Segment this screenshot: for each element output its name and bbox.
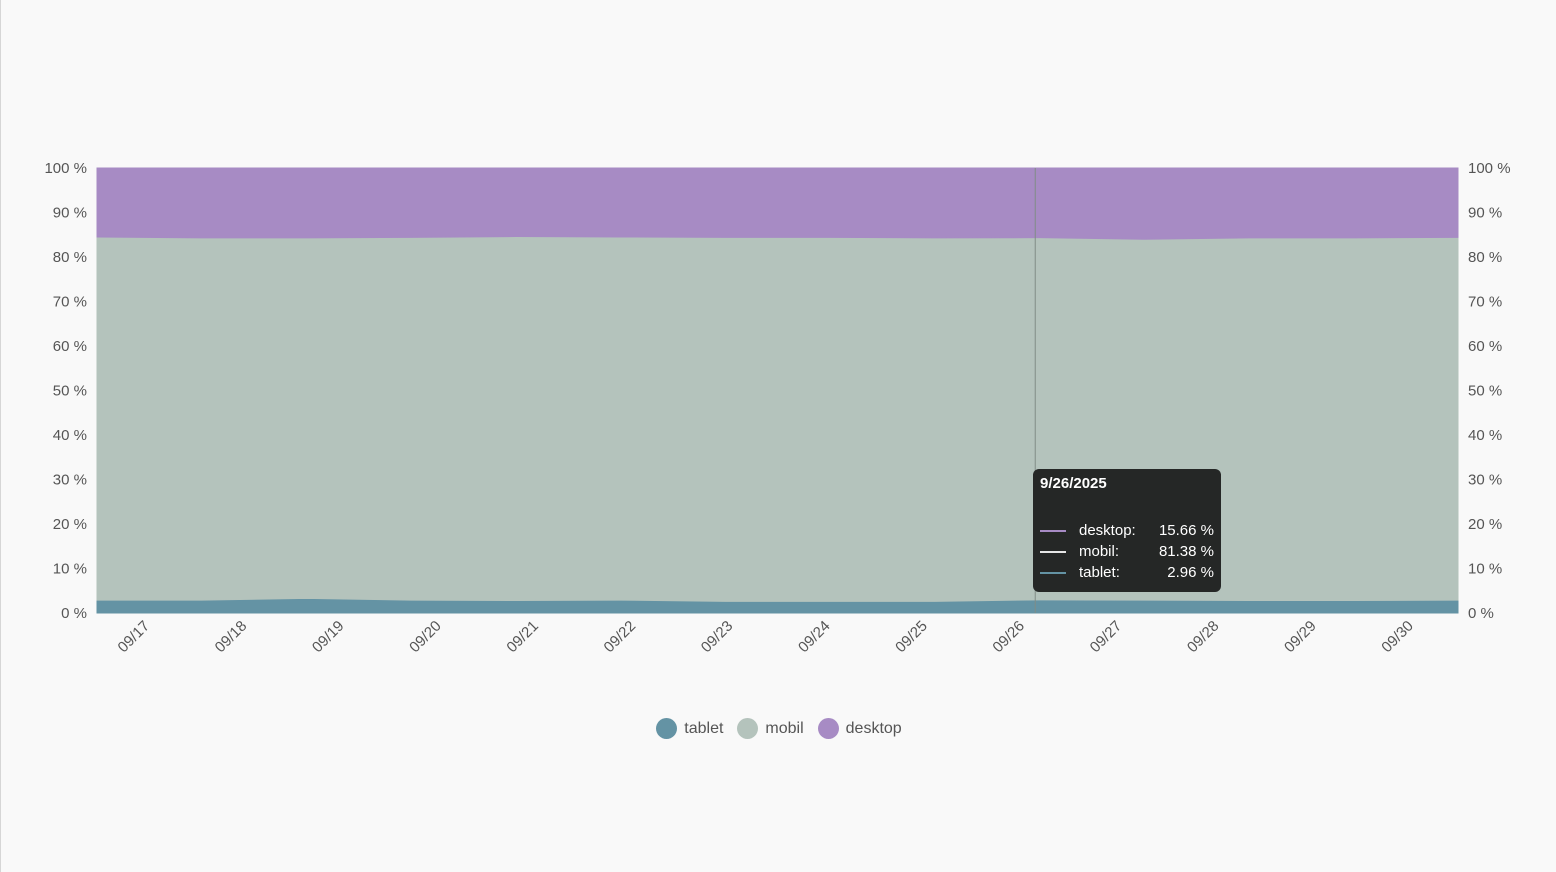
y-tick-right: 50 % (1468, 383, 1502, 400)
chart-tooltip: 9/26/2025 desktop: 15.66 % mobil: 81.38 … (1033, 469, 1221, 592)
y-tick-right: 20 % (1468, 516, 1502, 533)
y-tick-left: 70 % (53, 294, 87, 311)
tooltip-swatch-mobil (1040, 550, 1066, 553)
x-tick-label: 09/30 (1378, 618, 1417, 657)
y-tick-left: 0 % (61, 605, 87, 622)
y-tick-right: 10 % (1468, 561, 1502, 578)
area-series-desktop (96, 167, 1459, 240)
tooltip-row-mobil: mobil: 81.38 % (1040, 541, 1214, 562)
y-tick-left: 30 % (53, 472, 87, 489)
y-tick-right: 40 % (1468, 427, 1502, 444)
x-tick-label: 09/28 (1184, 618, 1223, 657)
y-tick-left: 20 % (53, 516, 87, 533)
tooltip-row-desktop: desktop: 15.66 % (1040, 520, 1214, 541)
x-tick-label: 09/24 (795, 618, 834, 657)
x-tick-label: 09/25 (892, 618, 931, 657)
x-tick-label: 09/19 (309, 618, 348, 657)
tooltip-row-tablet: tablet: 2.96 % (1040, 562, 1214, 583)
y-tick-left: 90 % (53, 205, 87, 222)
area-series-mobil (96, 236, 1459, 602)
y-tick-right: 100 % (1468, 160, 1511, 177)
y-tick-left: 100 % (44, 160, 87, 177)
y-tick-right: 0 % (1468, 605, 1494, 622)
x-tick-label: 09/18 (212, 618, 251, 657)
x-tick-label: 09/26 (989, 618, 1028, 657)
y-tick-left: 80 % (53, 249, 87, 266)
x-tick-label: 09/20 (406, 618, 445, 657)
y-tick-left: 40 % (53, 427, 87, 444)
legend-label-tablet: tablet (684, 719, 724, 737)
x-tick-label: 09/27 (1087, 618, 1126, 657)
x-tick-label: 09/22 (601, 618, 640, 657)
legend-label-desktop: desktop (845, 719, 902, 737)
legend-item-tablet[interactable]: tablet (656, 718, 723, 739)
y-tick-right: 90 % (1468, 205, 1502, 222)
tooltip-swatch-tablet (1040, 571, 1066, 574)
x-tick-label: 09/23 (698, 618, 737, 657)
tooltip-value-mobil: 81.38 % (1158, 543, 1214, 560)
y-tick-left: 10 % (53, 561, 87, 578)
legend-item-mobil[interactable]: mobil (737, 718, 804, 739)
tooltip-swatch-desktop (1040, 529, 1066, 532)
tooltip-value-desktop: 15.66 % (1158, 522, 1214, 539)
tooltip-label-mobil: mobil: (1079, 543, 1120, 560)
tooltip-label-desktop: desktop: (1079, 522, 1136, 539)
legend-dot-tablet (656, 718, 678, 739)
y-tick-right: 70 % (1468, 294, 1502, 311)
chart-legend: tablet mobil desktop (1, 718, 1556, 739)
x-tick-label: 09/29 (1281, 618, 1320, 657)
legend-label-mobil: mobil (765, 719, 804, 737)
legend-dot-desktop (817, 718, 839, 739)
tooltip-label-tablet: tablet: (1079, 564, 1120, 581)
y-tick-right: 60 % (1468, 338, 1502, 355)
legend-item-desktop[interactable]: desktop (817, 718, 902, 739)
y-tick-right: 30 % (1468, 472, 1502, 489)
x-tick-label: 09/17 (115, 618, 154, 657)
tooltip-value-tablet: 2.96 % (1167, 564, 1214, 581)
tooltip-date: 9/26/2025 (1040, 475, 1107, 492)
y-tick-left: 50 % (53, 383, 87, 400)
y-tick-left: 60 % (53, 338, 87, 355)
y-tick-right: 80 % (1468, 249, 1502, 266)
x-tick-label: 09/21 (503, 618, 542, 657)
legend-dot-mobil (737, 718, 759, 739)
